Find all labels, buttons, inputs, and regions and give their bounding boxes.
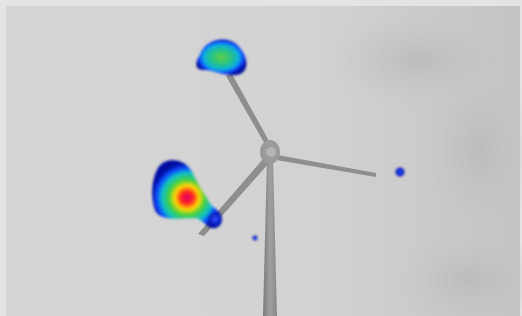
heatmap-image bbox=[0, 0, 522, 316]
page bbox=[0, 0, 522, 316]
